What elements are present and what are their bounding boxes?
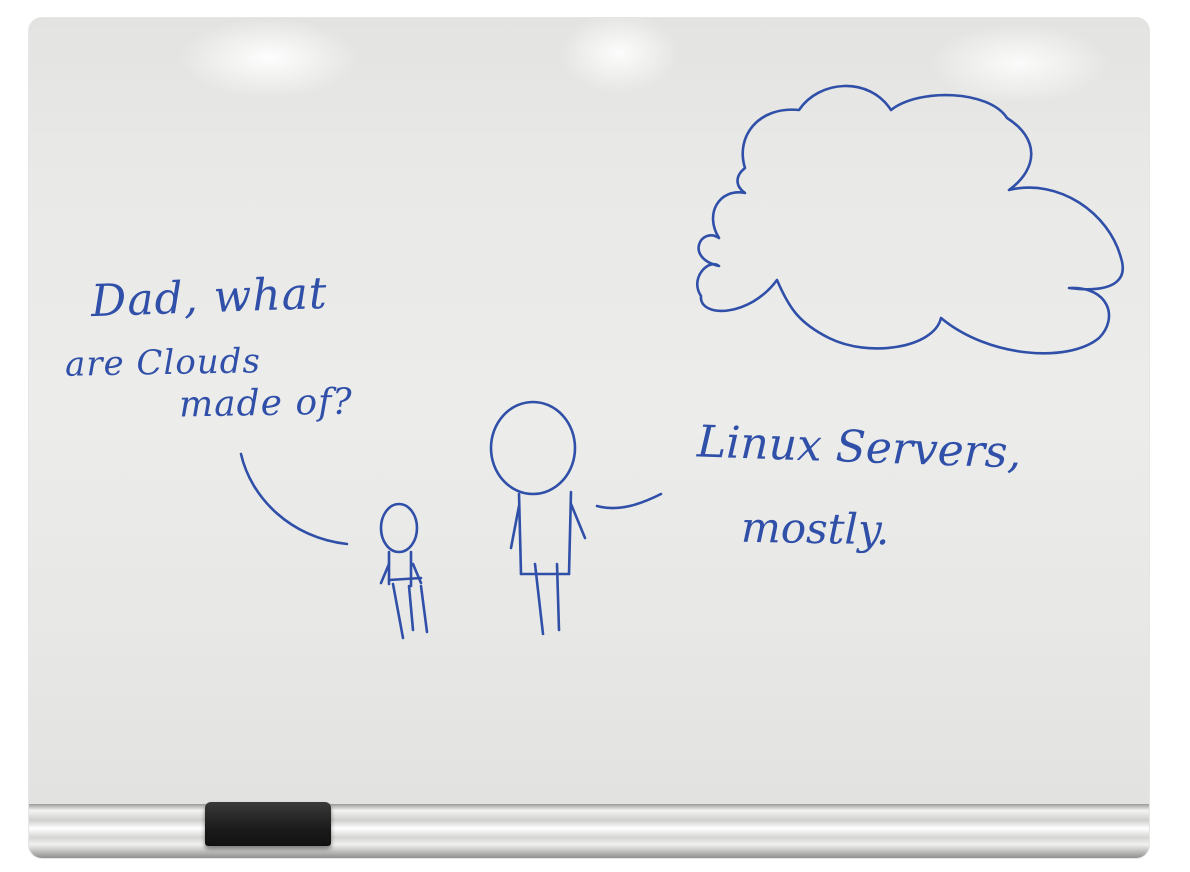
photo-frame: Dad, what are Clouds made of? Linux Serv… bbox=[28, 17, 1150, 859]
question-speech-line bbox=[239, 452, 349, 546]
answer-speech-line bbox=[595, 492, 663, 510]
answer-line-2: mostly. bbox=[740, 502, 890, 555]
question-line-1: Dad, what bbox=[90, 267, 329, 328]
whiteboard-doodle bbox=[239, 84, 1124, 640]
whiteboard: Dad, what are Clouds made of? Linux Serv… bbox=[29, 18, 1149, 804]
question-line-2: are Clouds bbox=[64, 341, 262, 385]
question-line-3: made of? bbox=[178, 381, 354, 426]
whiteboard-eraser bbox=[205, 802, 331, 846]
dad-stick-figure bbox=[489, 400, 587, 636]
child-stick-figure bbox=[379, 502, 429, 640]
answer-line-1: Linux Servers, bbox=[696, 416, 1023, 479]
cloud-drawing bbox=[696, 84, 1124, 355]
marker-tray bbox=[29, 804, 1149, 858]
